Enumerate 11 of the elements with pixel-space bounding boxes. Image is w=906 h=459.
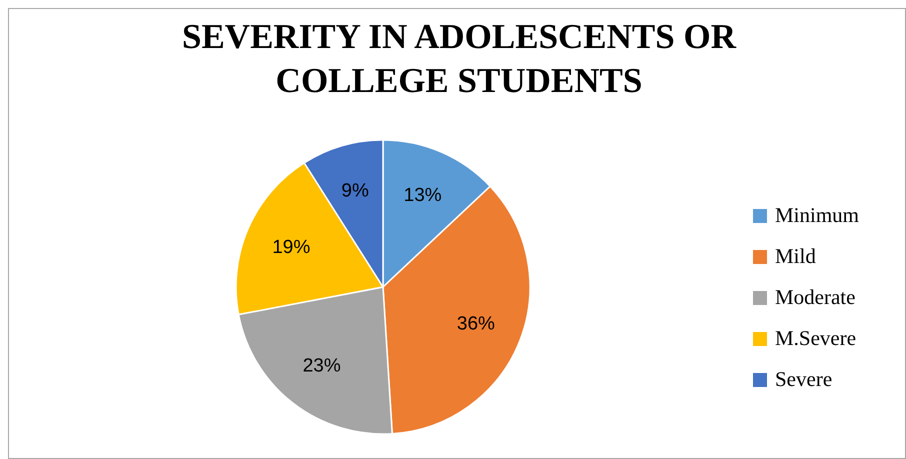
legend-label: Mild — [775, 244, 816, 269]
data-label: 23% — [302, 355, 341, 376]
legend-label: Moderate — [775, 285, 856, 310]
legend-label: Minimum — [775, 203, 860, 228]
data-label: 19% — [272, 236, 310, 258]
chart-title: SEVERITY IN ADOLESCENTS OR COLLEGE STUDENTS — [180, 16, 738, 102]
legend-label: M.Severe — [775, 326, 856, 351]
data-label: 9% — [341, 180, 369, 202]
data-label: 13% — [404, 184, 442, 206]
legend-label: Severe — [775, 367, 832, 392]
data-label: 36% — [456, 313, 496, 334]
